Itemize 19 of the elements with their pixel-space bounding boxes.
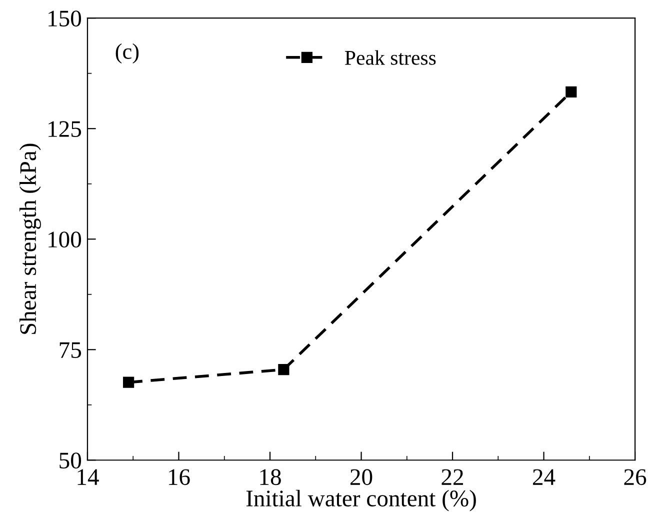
point: [278, 364, 290, 376]
x-tick-label: 22: [442, 469, 464, 485]
y-tick-label: 75: [60, 342, 81, 358]
y-tick-label: 50: [60, 452, 82, 469]
x-tick-label: 16: [169, 469, 190, 486]
x-tick-label: 20: [350, 469, 372, 486]
y-tick-label: 100: [48, 232, 82, 248]
point: [122, 376, 134, 388]
x-axis-title: Initial water content (%): [246, 490, 476, 512]
legend-label: Peak stress: [345, 50, 436, 65]
y-tick-label: 125: [48, 121, 81, 138]
y-axis-title: Shear strength (kPa): [19, 144, 41, 334]
x-tick-label: 24: [533, 469, 556, 485]
annotation: (c): [116, 43, 139, 64]
x-tick-label: 14: [78, 469, 99, 485]
point: [566, 86, 577, 98]
y-tick-label: 150: [48, 10, 82, 27]
x-tick-label: 26: [624, 469, 646, 486]
x-tick-label: 18: [260, 469, 281, 486]
